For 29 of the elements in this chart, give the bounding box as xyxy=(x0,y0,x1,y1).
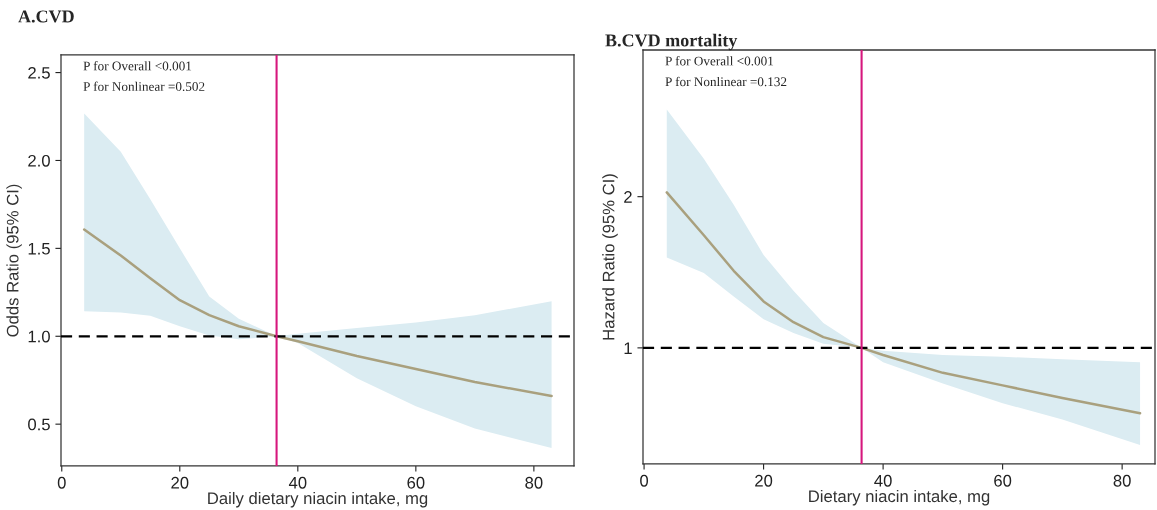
line-series xyxy=(82,228,553,398)
x-tick-label: 80 xyxy=(525,476,543,489)
x-tick-label: 60 xyxy=(407,476,425,489)
chart-title: A.CVD xyxy=(18,10,74,23)
y-tick-label: 1.0 xyxy=(28,330,50,343)
annotation: P for Overall <0.001 xyxy=(83,61,192,71)
annotation: P for Nonlinear =0.132 xyxy=(665,76,787,87)
y-tick-label: 2.0 xyxy=(28,154,50,167)
y-axis-title: Odds Ratio (95% CI) xyxy=(6,184,22,337)
x-tick-label: 20 xyxy=(171,476,189,489)
x-tick-label: 20 xyxy=(755,474,773,487)
x-tick-label: 0 xyxy=(57,476,66,489)
chart-title: B.CVD mortality xyxy=(605,33,738,51)
x-tick-label: 80 xyxy=(1113,474,1131,487)
y-axis-title: Hazard Ratio (95% CI) xyxy=(602,174,618,340)
line-series xyxy=(665,191,1142,415)
y-tick-label: 2 xyxy=(624,191,632,203)
x-axis-title: Dietary niacin intake, mg xyxy=(809,489,990,506)
y-tick-label: 2.5 xyxy=(28,66,50,79)
x-axis-title: Daily dietary niacin intake, mg xyxy=(208,491,428,508)
annotation: P for Overall <0.001 xyxy=(665,56,774,66)
x-tick-label: 40 xyxy=(874,474,892,487)
annotation: P for Nonlinear =0.502 xyxy=(83,81,205,92)
x-tick-label: 40 xyxy=(288,476,307,489)
x-tick-label: 60 xyxy=(994,474,1012,487)
y-tick-label: 0.5 xyxy=(28,418,50,431)
y-tick-label: 1 xyxy=(624,342,632,354)
x-tick-label: 0 xyxy=(640,474,649,487)
y-tick-label: 1.5 xyxy=(28,242,50,255)
